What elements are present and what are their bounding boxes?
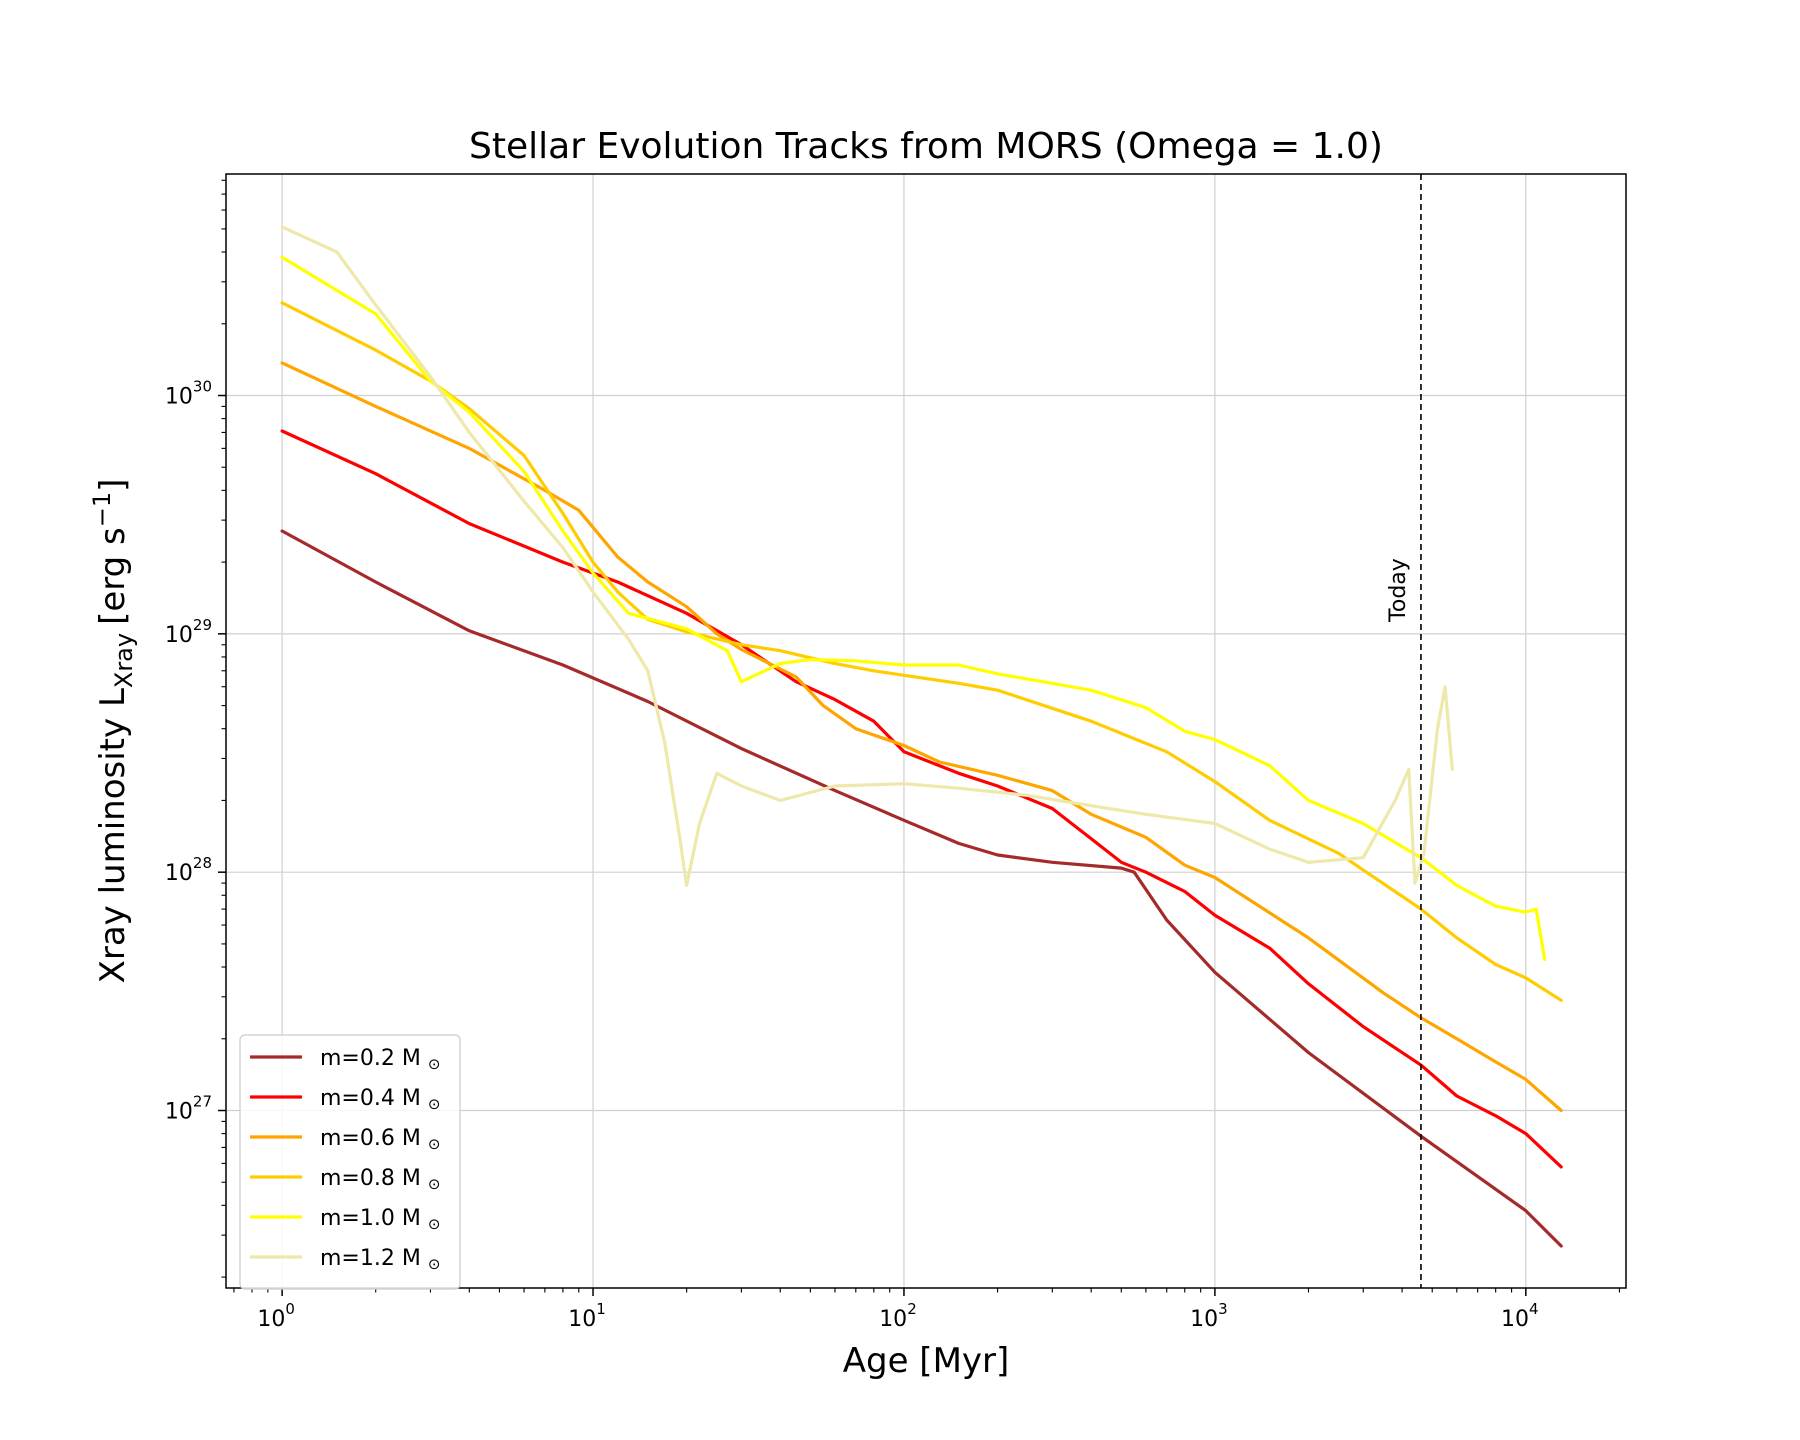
x-tick-label: 100 [257, 1300, 295, 1332]
legend-entry: m=0.2 M ⊙ [320, 1046, 440, 1073]
legend-entry: m=1.0 M ⊙ [320, 1206, 440, 1233]
y-axis-label-unit-superscript: −1 [88, 492, 116, 527]
y-axis-label-unit-end: ] [93, 479, 133, 492]
x-tick-label: 103 [1190, 1300, 1228, 1332]
y-tick-label: 1027 [165, 1093, 212, 1125]
series-line-0_2 [280, 529, 1563, 1248]
y-tick-label: 1028 [165, 854, 212, 886]
series-line-0_6 [280, 361, 1563, 1113]
x-tick-label: 102 [879, 1300, 917, 1332]
y-tick-label: 1030 [165, 378, 212, 410]
today-label: Today [1386, 558, 1411, 623]
x-tick-label: 101 [568, 1300, 606, 1332]
legend-entry: m=0.4 M ⊙ [320, 1086, 440, 1113]
series-line-0_4 [280, 429, 1563, 1169]
y-axis-label-main: Xray luminosity L [93, 688, 133, 983]
y-axis-label-subscript: Xray [110, 633, 138, 688]
series-line-1_2 [280, 225, 1454, 887]
x-tick-label: 104 [1501, 1300, 1539, 1332]
today-line-group: Today [1386, 174, 1422, 1288]
y-tick-label: 1029 [165, 616, 212, 648]
x-axis-label: Age [Myr] [843, 1341, 1010, 1381]
legend-entry: m=1.2 M ⊙ [320, 1246, 440, 1273]
y-axis-label-unit: [erg s [93, 527, 133, 625]
grid [226, 174, 1626, 1288]
legend-entry: m=0.8 M ⊙ [320, 1166, 440, 1193]
series-layer [280, 225, 1563, 1248]
legend-entry: m=0.6 M ⊙ [320, 1126, 440, 1153]
series-line-0_8 [280, 301, 1563, 1002]
series-line-1_0 [280, 255, 1547, 962]
plot-frame [225, 173, 1627, 1289]
chart-title: Stellar Evolution Tracks from MORS (Omeg… [469, 126, 1383, 167]
legend: m=0.2 M ⊙ m=0.4 M ⊙ m=0.6 M ⊙ m=0.8 M ⊙ m=1.… [239, 1034, 461, 1290]
y-axis-label: Xray luminosity LXray [erg s−1] [88, 479, 138, 984]
